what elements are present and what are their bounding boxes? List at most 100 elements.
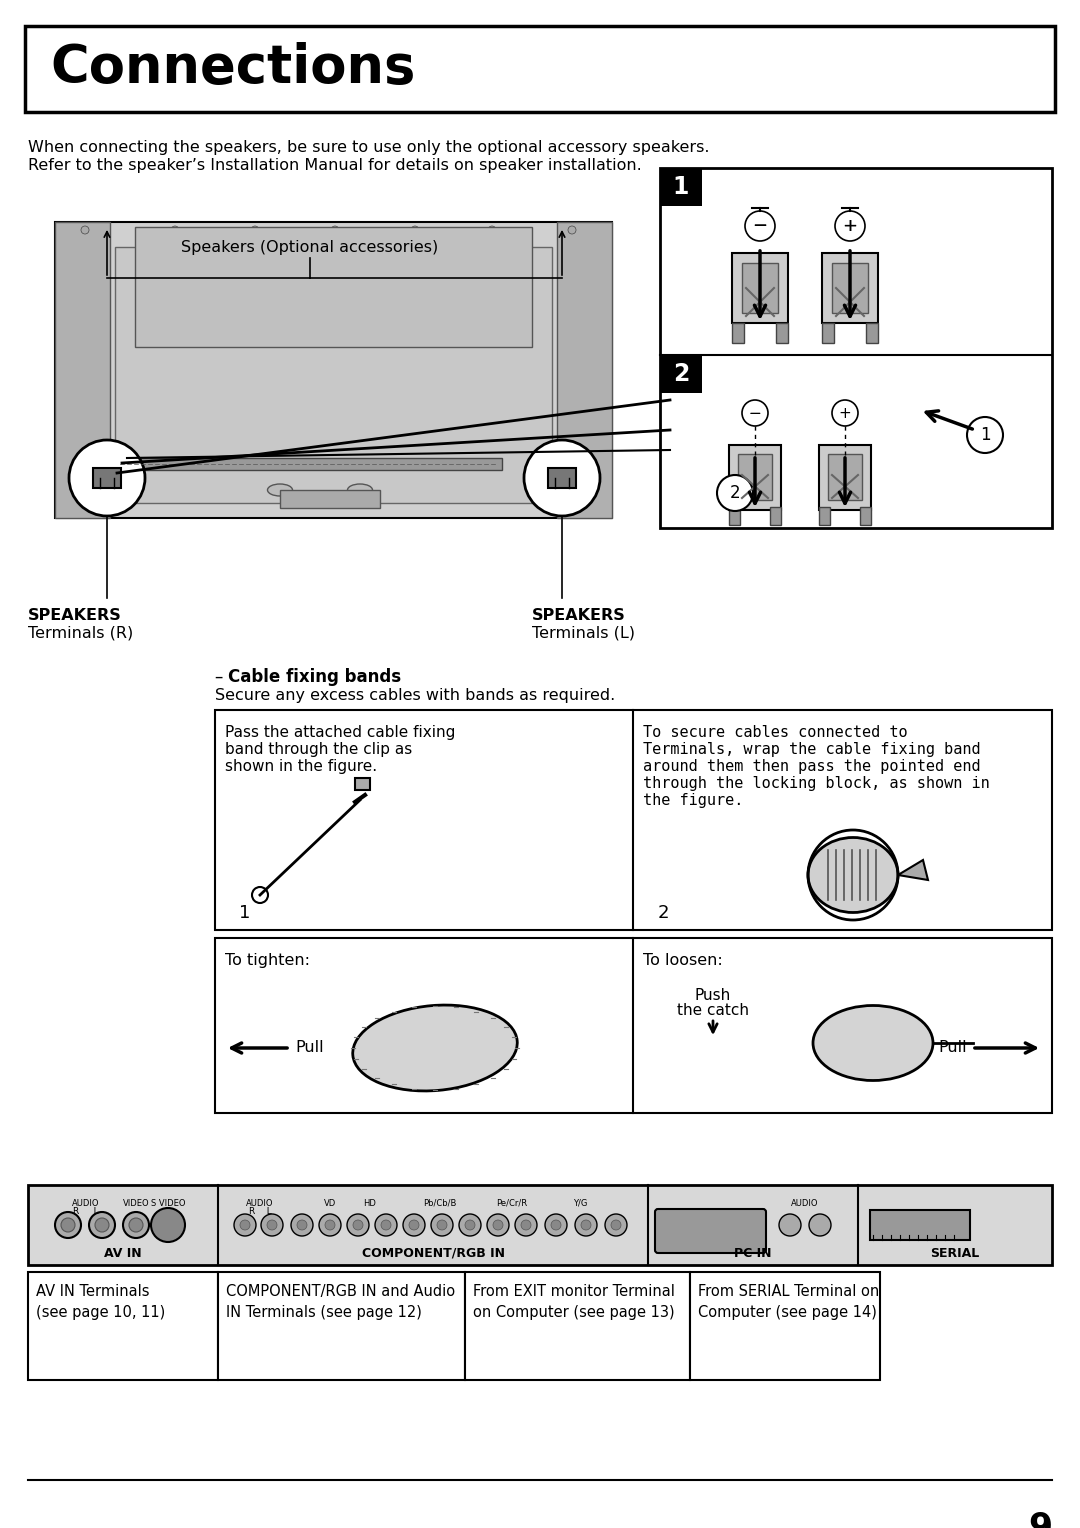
- FancyBboxPatch shape: [822, 254, 878, 322]
- FancyBboxPatch shape: [729, 507, 740, 526]
- FancyBboxPatch shape: [870, 1210, 970, 1241]
- Circle shape: [717, 475, 753, 510]
- Polygon shape: [897, 860, 928, 880]
- Text: the figure.: the figure.: [643, 793, 743, 808]
- Text: R    L: R L: [248, 1207, 271, 1216]
- Text: To secure cables connected to: To secure cables connected to: [643, 724, 907, 740]
- Circle shape: [411, 226, 419, 234]
- FancyBboxPatch shape: [738, 454, 772, 500]
- Circle shape: [465, 1219, 475, 1230]
- FancyBboxPatch shape: [548, 468, 576, 487]
- Text: –: –: [215, 668, 229, 686]
- Circle shape: [437, 1219, 447, 1230]
- FancyBboxPatch shape: [28, 1186, 1052, 1265]
- Circle shape: [581, 1219, 591, 1230]
- FancyBboxPatch shape: [135, 228, 532, 347]
- FancyBboxPatch shape: [280, 490, 380, 507]
- Text: From SERIAL Terminal on
Computer (see page 14): From SERIAL Terminal on Computer (see pa…: [698, 1284, 879, 1320]
- Circle shape: [551, 1219, 561, 1230]
- Circle shape: [123, 1212, 149, 1238]
- Circle shape: [575, 1215, 597, 1236]
- Circle shape: [252, 886, 268, 903]
- FancyBboxPatch shape: [557, 222, 612, 518]
- FancyBboxPatch shape: [114, 248, 552, 503]
- Circle shape: [325, 1219, 335, 1230]
- Text: Pe/Cr/R: Pe/Cr/R: [497, 1199, 527, 1209]
- FancyBboxPatch shape: [55, 222, 110, 518]
- Text: SPEAKERS: SPEAKERS: [532, 608, 625, 623]
- Circle shape: [319, 1215, 341, 1236]
- Text: COMPONENT/RGB IN: COMPONENT/RGB IN: [362, 1247, 504, 1261]
- FancyBboxPatch shape: [770, 507, 781, 526]
- Text: +: +: [842, 217, 858, 235]
- Text: Pb/Cb/B: Pb/Cb/B: [423, 1199, 457, 1209]
- FancyBboxPatch shape: [28, 1271, 218, 1380]
- Circle shape: [375, 1215, 397, 1236]
- Text: Terminals, wrap the cable fixing band: Terminals, wrap the cable fixing band: [643, 743, 981, 756]
- FancyBboxPatch shape: [777, 322, 788, 342]
- Text: Cable fixing bands: Cable fixing bands: [228, 668, 401, 686]
- FancyBboxPatch shape: [690, 1271, 880, 1380]
- Ellipse shape: [808, 837, 897, 912]
- Circle shape: [95, 1218, 109, 1232]
- Ellipse shape: [813, 1005, 933, 1080]
- Text: 1: 1: [980, 426, 990, 445]
- Text: VD: VD: [324, 1199, 336, 1209]
- Circle shape: [261, 1215, 283, 1236]
- FancyBboxPatch shape: [819, 445, 870, 510]
- Circle shape: [409, 1219, 419, 1230]
- Circle shape: [151, 1209, 185, 1242]
- Text: Pull: Pull: [939, 1041, 967, 1056]
- Text: +: +: [839, 405, 851, 420]
- Circle shape: [89, 1212, 114, 1238]
- Circle shape: [403, 1215, 426, 1236]
- Circle shape: [234, 1215, 256, 1236]
- FancyBboxPatch shape: [25, 26, 1055, 112]
- FancyBboxPatch shape: [660, 168, 702, 206]
- Ellipse shape: [268, 484, 293, 497]
- Circle shape: [524, 440, 600, 516]
- Text: 1: 1: [240, 905, 251, 921]
- Text: SPEAKERS: SPEAKERS: [28, 608, 122, 623]
- Text: 9: 9: [1028, 1510, 1052, 1528]
- FancyBboxPatch shape: [355, 778, 370, 790]
- Text: To tighten:: To tighten:: [225, 953, 310, 969]
- Circle shape: [492, 1219, 503, 1230]
- Circle shape: [55, 1212, 81, 1238]
- Text: +: +: [842, 217, 858, 235]
- Circle shape: [835, 211, 865, 241]
- Text: Y/G: Y/G: [572, 1199, 588, 1209]
- Ellipse shape: [171, 287, 210, 336]
- Circle shape: [171, 226, 179, 234]
- Text: shown in the figure.: shown in the figure.: [225, 759, 377, 775]
- Circle shape: [605, 1215, 627, 1236]
- FancyBboxPatch shape: [832, 263, 868, 313]
- Text: HD: HD: [364, 1199, 377, 1209]
- Text: Push: Push: [694, 989, 731, 1002]
- Circle shape: [178, 299, 202, 324]
- Circle shape: [81, 226, 89, 234]
- FancyBboxPatch shape: [732, 254, 788, 322]
- Text: SERIAL: SERIAL: [930, 1247, 980, 1261]
- Text: PC IN: PC IN: [734, 1247, 772, 1261]
- FancyBboxPatch shape: [114, 458, 502, 471]
- Text: When connecting the speakers, be sure to use only the optional accessory speaker: When connecting the speakers, be sure to…: [28, 141, 710, 154]
- FancyBboxPatch shape: [819, 507, 831, 526]
- FancyBboxPatch shape: [465, 1271, 690, 1380]
- Text: To loosen:: To loosen:: [643, 953, 723, 969]
- FancyBboxPatch shape: [654, 1209, 766, 1253]
- Text: AUDIO: AUDIO: [792, 1199, 819, 1209]
- Circle shape: [487, 1215, 509, 1236]
- Circle shape: [240, 1219, 249, 1230]
- FancyBboxPatch shape: [822, 322, 834, 342]
- Circle shape: [60, 1218, 75, 1232]
- Circle shape: [129, 1218, 143, 1232]
- Text: AV IN: AV IN: [104, 1247, 141, 1261]
- FancyBboxPatch shape: [660, 168, 1052, 529]
- Circle shape: [779, 1215, 801, 1236]
- Text: R     L: R L: [73, 1207, 98, 1216]
- Text: S VIDEO: S VIDEO: [151, 1199, 186, 1209]
- Circle shape: [568, 226, 576, 234]
- FancyBboxPatch shape: [215, 711, 1052, 931]
- Circle shape: [745, 211, 775, 241]
